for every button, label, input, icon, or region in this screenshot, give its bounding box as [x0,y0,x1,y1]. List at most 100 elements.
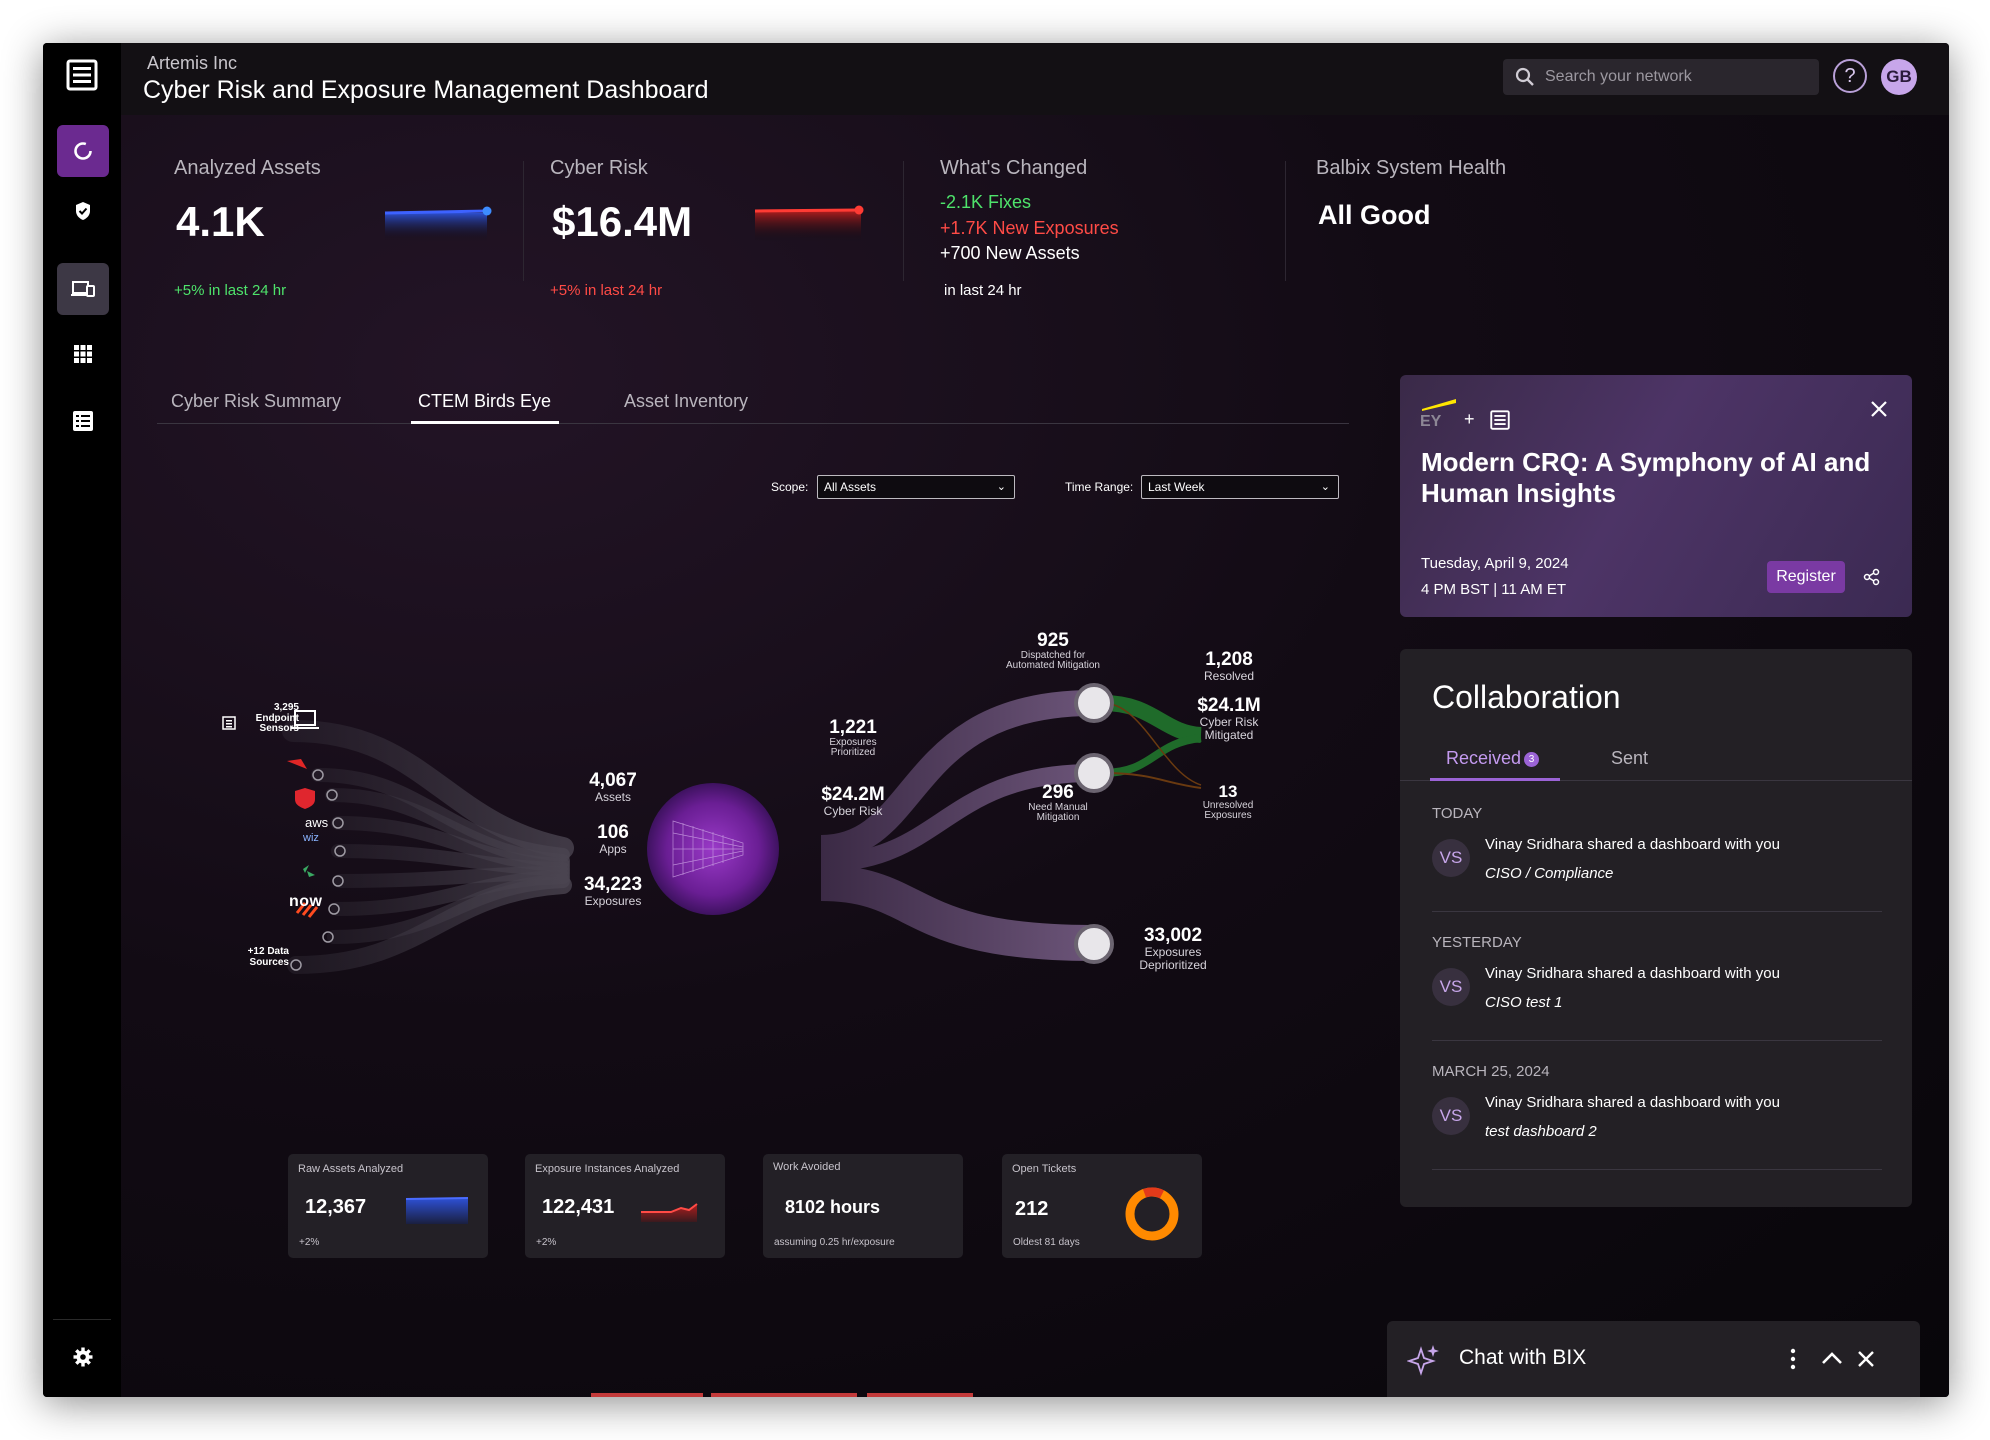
time-range-select[interactable]: Last Week ⌄ [1141,475,1339,499]
tab-asset-inventory[interactable]: Asset Inventory [624,391,749,411]
sidebar-item-devices[interactable] [57,263,109,315]
changed-fixes: -2.1K Fixes [940,192,1032,212]
app-window: Artemis Inc Cyber Risk and Exposure Mana… [43,43,1949,1397]
exposures-count: 34,223 Exposures [583,874,643,908]
promo-datetime: Tuesday, April 9, 2024 4 PM BST | 11 AM … [1421,551,1569,603]
scroll-indicator [867,1393,973,1397]
close-icon[interactable] [1857,1350,1875,1368]
sidebar-item-apps[interactable] [57,328,109,380]
promo-title: Modern CRQ: A Symphony of AI and Human I… [1421,447,1871,509]
card-value: 12,367 [305,1196,367,1218]
ctem-flow-diagram: wiz [222,683,1202,974]
output-nodes[interactable] [1074,683,1114,964]
result-flows [1102,695,1202,789]
collaboration-panel: Collaboration Received 3 Sent TODAY VS Vi… [1400,649,1912,1207]
event-promo-card: EY + Modern CRQ: A Symphony of AI and Hu… [1400,375,1912,617]
share-icon[interactable] [1863,568,1881,586]
resolved-count: 1,208 Resolved [1203,649,1255,683]
settings-button[interactable] [57,1331,109,1383]
card-sub: assuming 0.25 hr/exposure [774,1237,895,1248]
avatar[interactable]: GB [1881,59,1917,95]
shield-icon [76,202,90,220]
tab-received[interactable]: Received 3 [1446,748,1540,769]
kpi-divider [1285,161,1286,281]
more-vertical-icon[interactable] [1789,1347,1797,1371]
card-title: Raw Assets Analyzed [298,1163,404,1175]
card-title: Exposure Instances Analyzed [535,1163,680,1175]
notification-text[interactable]: Vinay Sridhara shared a dashboard with y… [1485,836,1780,853]
sidebar-item-risk[interactable] [57,125,109,177]
help-button[interactable]: ? [1833,59,1867,93]
section-heading: YESTERDAY [1432,934,1522,951]
collaboration-title: Collaboration [1432,679,1621,715]
manual-mitigation-count: 296 Need Manual Mitigation [1028,782,1088,824]
avatar: VS [1432,968,1470,1006]
sparkle-icon [1407,1345,1439,1376]
kpi-analyzed-assets-label: Analyzed Assets [174,157,321,179]
register-button[interactable]: Register [1767,561,1845,593]
sidebar [43,43,121,1397]
notification-text[interactable]: Vinay Sridhara shared a dashboard with y… [1485,1094,1780,1111]
kpi-cyber-risk-delta: +5% in last 24 hr [550,282,663,299]
ey-wordmark: EY [1420,413,1442,430]
card-sub: Oldest 81 days [1013,1237,1080,1248]
sidebar-item-security[interactable] [57,185,109,237]
assets-count: 4,067 Assets [589,770,637,804]
dispatched-count: 925 Dispatched for Automated Mitigation [1006,630,1100,672]
exposure-instances-sparkline [641,1203,698,1222]
scope-select[interactable]: All Assets ⌄ [817,475,1015,499]
stat-card-work-avoided[interactable]: Work Avoided 8102 hours assuming 0.25 hr… [763,1154,963,1258]
time-range-value: Last Week [1148,480,1205,494]
tab-ctem-birds-eye[interactable]: CTEM Birds Eye [418,391,552,411]
aws-logo: aws [305,815,329,830]
search-input[interactable]: Search your network [1503,59,1819,95]
kpi-system-health-value: All Good [1318,200,1431,230]
more-data-sources-label: +12 Data Sources [247,946,289,968]
kpi-analyzed-assets-delta: +5% in last 24 hr [174,282,287,299]
output-flows [820,690,1094,961]
changed-new-assets: +700 New Assets [940,243,1080,263]
search-placeholder: Search your network [1545,68,1692,85]
prioritized-count: 1,221 Exposures Prioritized [829,717,877,759]
tab-cyber-risk-summary[interactable]: Cyber Risk Summary [171,391,342,411]
card-sub: +2% [299,1237,320,1248]
promo-date: Tuesday, April 9, 2024 [1421,555,1569,572]
scroll-indicator [711,1393,857,1397]
stat-card-exposure-instances[interactable]: Exposure Instances Analyzed 122,431 +2% [525,1154,725,1258]
stat-card-open-tickets[interactable]: Open Tickets 212 Oldest 81 days [1002,1154,1202,1258]
chat-bar[interactable]: Chat with BIX [1387,1321,1920,1397]
divider [1432,1040,1882,1041]
tab-sent[interactable]: Sent [1611,748,1649,768]
grid-icon [74,345,92,363]
sidebar-item-list[interactable] [57,395,109,447]
notification-dashboard-link[interactable]: CISO test 1 [1485,994,1563,1011]
chevron-down-icon: ⌄ [996,481,1006,493]
source-nodes [290,769,346,971]
kpi-cyber-risk-label: Cyber Risk [550,157,648,179]
card-title: Work Avoided [773,1161,841,1173]
list-icon [73,411,93,431]
close-icon[interactable] [1870,400,1888,418]
chevron-up-icon[interactable] [1821,1350,1843,1366]
gear-icon [73,1347,93,1367]
stat-card-raw-assets[interactable]: Raw Assets Analyzed 12,367 +2% [288,1154,488,1258]
chevron-down-icon: ⌄ [1320,481,1330,493]
assets-sparkline [384,206,492,241]
integration-logos: wiz [287,759,319,918]
section-heading: MARCH 25, 2024 [1432,1063,1550,1080]
card-value: 122,431 [542,1196,615,1218]
tabs-divider [157,423,1349,424]
prioritized-cyber-risk: $24.2M Cyber Risk [821,784,885,818]
notification-dashboard-link[interactable]: test dashboard 2 [1485,1123,1597,1140]
layers-logo-icon[interactable] [66,59,98,91]
risk-mitigated: $24.1M Cyber Risk Mitigated [1197,695,1261,742]
chat-label: Chat with BIX [1459,1346,1587,1369]
input-flows [282,720,574,974]
plus-sign: + [1464,409,1475,429]
kpi-whats-changed-label: What's Changed [940,157,1088,179]
notification-text[interactable]: Vinay Sridhara shared a dashboard with y… [1485,965,1780,982]
notification-dashboard-link[interactable]: CISO / Compliance [1485,865,1614,882]
ey-logo [1422,399,1456,411]
promo-time: 4 PM BST | 11 AM ET [1421,581,1567,598]
collab-tabs-divider [1400,780,1912,781]
